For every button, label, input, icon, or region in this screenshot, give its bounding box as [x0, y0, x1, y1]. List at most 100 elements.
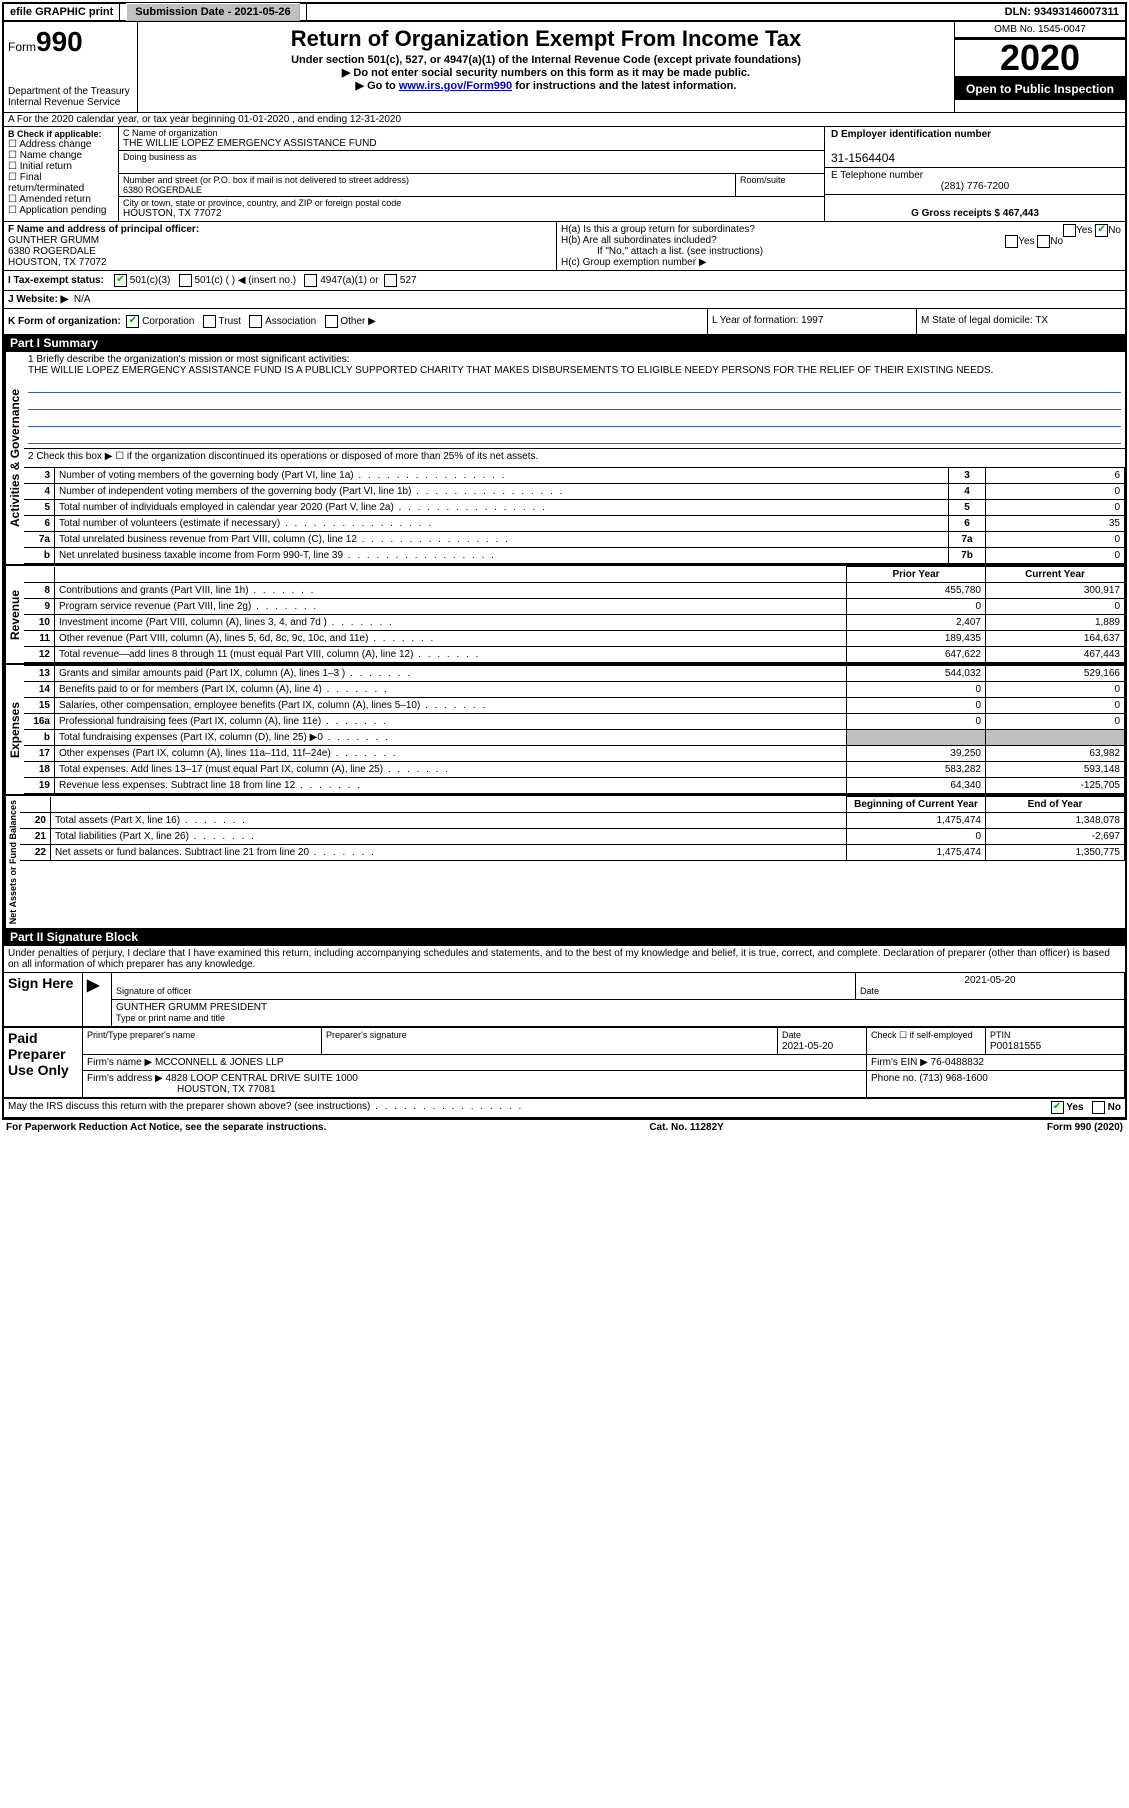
- yes-2: Yes: [1018, 236, 1034, 247]
- table-row: 16aProfessional fundraising fees (Part I…: [24, 714, 1125, 730]
- tax-501c[interactable]: [179, 274, 192, 287]
- hb-no[interactable]: [1037, 235, 1050, 248]
- paid-preparer: Paid Preparer Use Only: [4, 1028, 83, 1098]
- table-row: 20Total assets (Part X, line 16)1,475,47…: [20, 813, 1125, 829]
- check-address[interactable]: ☐ Address change: [8, 139, 114, 150]
- tax-year: 2020: [955, 38, 1125, 78]
- na-section: Net Assets or Fund Balances Beginning of…: [4, 794, 1125, 928]
- tax-4947[interactable]: [304, 274, 317, 287]
- date-cell: 2021-05-20 Date: [856, 973, 1125, 1000]
- check-final[interactable]: ☐ Final return/terminated: [8, 172, 114, 194]
- line: [28, 429, 1121, 444]
- f-label: F Name and address of principal officer:: [8, 224, 199, 235]
- sign-here: Sign Here: [4, 973, 83, 1027]
- table-row: 6Total number of volunteers (estimate if…: [24, 516, 1125, 532]
- form-number-cell: Form990 Department of the Treasury Inter…: [4, 22, 138, 112]
- col-b-right: D Employer identification number 31-1564…: [825, 127, 1125, 221]
- ptin-cell: PTINP00181555: [986, 1028, 1125, 1055]
- k-assoc[interactable]: [249, 315, 262, 328]
- line: [28, 378, 1121, 393]
- prior-year-hdr: Prior Year: [847, 567, 986, 583]
- addr-cell: Number and street (or P.O. box if mail i…: [119, 174, 736, 196]
- self-emp-cell: Check ☐ if self-employed: [867, 1028, 986, 1055]
- g-label: G Gross receipts $ 467,443: [911, 208, 1039, 219]
- may-no[interactable]: [1092, 1101, 1105, 1114]
- may-yes[interactable]: [1051, 1101, 1064, 1114]
- form-ref: Form 990 (2020): [1047, 1122, 1123, 1133]
- h-section: H(a) Is this a group return for subordin…: [557, 222, 1125, 270]
- k-label: K Form of organization:: [8, 316, 121, 327]
- hb-yes[interactable]: [1005, 235, 1018, 248]
- org-name: THE WILLIE LOPEZ EMERGENCY ASSISTANCE FU…: [123, 138, 377, 149]
- check-pending[interactable]: ☐ Application pending: [8, 205, 114, 216]
- hb-row: H(b) Are all subordinates included? Yes …: [561, 235, 1121, 246]
- exp-body: 13Grants and similar amounts paid (Part …: [24, 665, 1125, 794]
- f-addr2: HOUSTON, TX 77072: [8, 257, 107, 268]
- cat-no: Cat. No. 11282Y: [649, 1122, 723, 1133]
- table-row: 3Number of voting members of the governi…: [24, 468, 1125, 484]
- rev-table: Prior Year Current Year 8Contributions a…: [24, 566, 1125, 663]
- table-row: 7aTotal unrelated business revenue from …: [24, 532, 1125, 548]
- form-title: Return of Organization Exempt From Incom…: [142, 26, 950, 52]
- pra-notice: For Paperwork Reduction Act Notice, see …: [6, 1122, 326, 1133]
- q1-label: 1 Briefly describe the organization's mi…: [28, 354, 350, 365]
- exp-table: 13Grants and similar amounts paid (Part …: [24, 665, 1125, 794]
- go-to: ▶ Go to: [356, 80, 399, 92]
- omb-number: OMB No. 1545-0047: [955, 22, 1125, 38]
- f-officer: F Name and address of principal officer:…: [4, 222, 557, 270]
- hb-label: H(b) Are all subordinates included?: [561, 235, 717, 246]
- rev-section: Revenue Prior Year Current Year 8Contrib…: [4, 564, 1125, 663]
- efile-label: efile GRAPHIC print: [4, 4, 120, 20]
- tax-status-row: I Tax-exempt status: 501(c)(3) 501(c) ( …: [4, 270, 1125, 290]
- table-row: 10Investment income (Part VIII, column (…: [24, 615, 1125, 631]
- k-trust[interactable]: [203, 315, 216, 328]
- opt2: 501(c) ( ) ◀ (insert no.): [194, 275, 296, 286]
- submission-date: Submission Date - 2021-05-26: [120, 4, 306, 20]
- table-row: 8Contributions and grants (Part VIII, li…: [24, 583, 1125, 599]
- yes-1: Yes: [1076, 225, 1092, 236]
- ein-row: D Employer identification number 31-1564…: [825, 127, 1125, 168]
- d-label: D Employer identification number: [831, 129, 991, 140]
- k-corp[interactable]: [126, 315, 139, 328]
- check-amended[interactable]: ☐ Amended return: [8, 194, 114, 205]
- exp-section: Expenses 13Grants and similar amounts pa…: [4, 663, 1125, 794]
- opt4: 527: [400, 275, 417, 286]
- sig-officer-cell: Signature of officer: [112, 973, 856, 1000]
- top-bar: efile GRAPHIC print Submission Date - 20…: [2, 2, 1127, 22]
- table-row: 22Net assets or fund balances. Subtract …: [20, 845, 1125, 861]
- form-body: Form990 Department of the Treasury Inter…: [2, 22, 1127, 1119]
- sig-date-val: 2021-05-20: [860, 975, 1120, 986]
- ein-val: 31-1564404: [831, 151, 895, 165]
- check-name[interactable]: ☐ Name change: [8, 150, 114, 161]
- may-discuss-row: May the IRS discuss this return with the…: [4, 1098, 1125, 1117]
- ag-table: 3Number of voting members of the governi…: [24, 467, 1125, 564]
- table-row: 9Program service revenue (Part VIII, lin…: [24, 599, 1125, 615]
- tax-527[interactable]: [384, 274, 397, 287]
- tax-501c3[interactable]: [114, 274, 127, 287]
- firm-addr: Firm's address ▶ 4828 LOOP CENTRAL DRIVE…: [83, 1071, 867, 1098]
- header-row: Form990 Department of the Treasury Inter…: [4, 22, 1125, 112]
- k-other[interactable]: [325, 315, 338, 328]
- sig-of: Signature of officer: [116, 986, 191, 996]
- fg-row: F Name and address of principal officer:…: [4, 221, 1125, 270]
- col-b-checks: B Check if applicable: ☐ Address change …: [4, 127, 119, 221]
- irs-link[interactable]: www.irs.gov/Form990: [399, 80, 512, 92]
- j-label: J Website: ▶: [8, 294, 68, 305]
- arrow-cell: ▶: [83, 973, 112, 1027]
- firm-name: Firm's name ▶ MCCONNELL & JONES LLP: [83, 1055, 867, 1071]
- ha-no[interactable]: [1095, 224, 1108, 237]
- table-row: 12Total revenue—add lines 8 through 11 (…: [24, 647, 1125, 663]
- addr-row: Number and street (or P.O. box if mail i…: [119, 174, 824, 197]
- ha-yes[interactable]: [1063, 224, 1076, 237]
- firm-ein: Firm's EIN ▶ 76-0488832: [867, 1055, 1125, 1071]
- addr-label: Number and street (or P.O. box if mail i…: [123, 175, 409, 185]
- phone-val: (281) 776-7200: [831, 181, 1119, 192]
- ha-row: H(a) Is this a group return for subordin…: [561, 224, 1121, 235]
- f-addr1: 6380 ROGERDALE: [8, 246, 96, 257]
- sign-here-table: Sign Here ▶ Signature of officer 2021-05…: [4, 972, 1125, 1027]
- check-initial[interactable]: ☐ Initial return: [8, 161, 114, 172]
- section-b: B Check if applicable: ☐ Address change …: [4, 126, 1125, 221]
- no-3: No: [1108, 1102, 1121, 1113]
- eoy-hdr: End of Year: [986, 797, 1125, 813]
- city-val: HOUSTON, TX 77072: [123, 208, 222, 219]
